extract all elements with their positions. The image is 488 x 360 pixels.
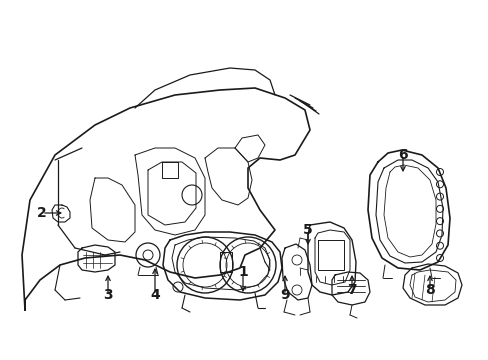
Text: 9: 9 bbox=[280, 288, 289, 302]
Text: 6: 6 bbox=[397, 148, 407, 162]
Text: 2: 2 bbox=[37, 206, 47, 220]
Text: 8: 8 bbox=[424, 283, 434, 297]
Text: 3: 3 bbox=[103, 288, 113, 302]
Text: 5: 5 bbox=[303, 223, 312, 237]
Text: 7: 7 bbox=[346, 283, 356, 297]
Text: 1: 1 bbox=[238, 265, 247, 279]
Text: 4: 4 bbox=[150, 288, 160, 302]
